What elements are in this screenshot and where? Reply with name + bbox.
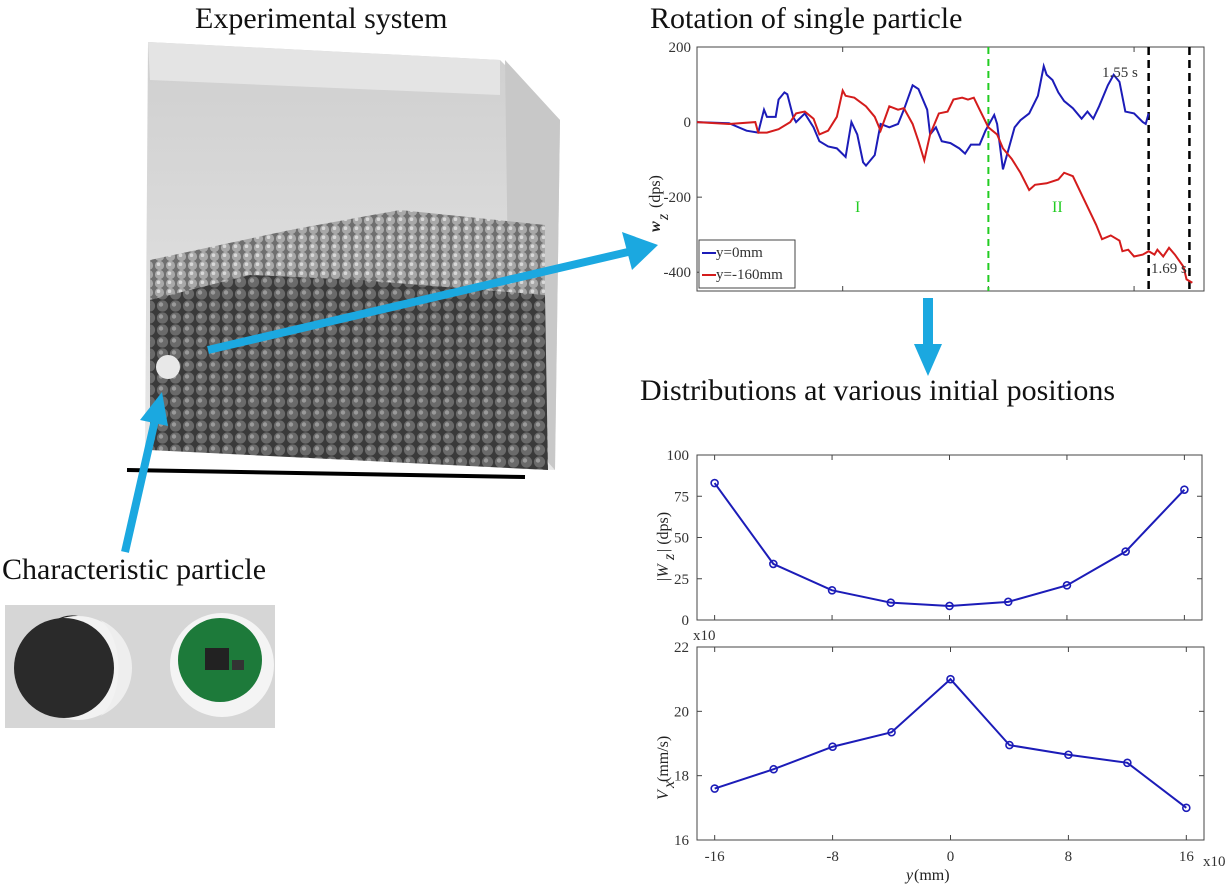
phase-i-label: I — [855, 199, 860, 216]
angular-velocity-chart: |W z | (dps) 100 75 50 25 0 — [655, 448, 1203, 629]
t1-label: 1.55 s — [1102, 65, 1138, 81]
experimental-photo — [126, 42, 560, 479]
data-point — [946, 674, 955, 684]
characteristic-particle-marker — [156, 355, 180, 379]
legend-y-160: y=-160mm — [716, 267, 783, 283]
data-point — [1064, 750, 1073, 760]
ytick-label: 100 — [667, 448, 690, 464]
data-point — [887, 727, 896, 737]
arrow-to-particle — [121, 392, 168, 553]
series-y0mm-line — [696, 62, 1150, 170]
ytick-label: 50 — [674, 531, 689, 547]
xtick-label: 0 — [947, 849, 955, 865]
vx-ylabel-unit: (mm/s) — [655, 736, 672, 782]
legend-y0: y=0mm — [716, 245, 763, 261]
data-point — [1180, 485, 1189, 494]
wz-ylabel-sub: z — [661, 553, 678, 561]
ytick-label: 22 — [674, 640, 689, 656]
data-point — [710, 478, 719, 488]
vx-ylabel-main: V — [655, 788, 672, 800]
ytick-label: 0 — [684, 115, 692, 131]
ytick-label: -400 — [664, 265, 692, 281]
ytick-label: 75 — [674, 489, 689, 505]
velocity-chart: V x (mm/s) x10 x10 y (mm) 22 20 18 16 -16 -8 0… — [655, 628, 1226, 884]
data-point — [1121, 547, 1130, 556]
xlabel-main: y — [904, 867, 914, 884]
particle-photo — [5, 605, 275, 728]
characteristic-particle-title: Characteristic particle — [2, 553, 267, 586]
distributions-title: Distributions at various initial positio… — [640, 374, 1115, 407]
t2-label: 1.69 s — [1151, 261, 1187, 277]
y-multiplier: x10 — [693, 628, 716, 644]
ytick-label: 18 — [674, 769, 689, 785]
experimental-system-title: Experimental system — [195, 2, 448, 35]
data-point — [1182, 803, 1191, 813]
xtick-label: 16 — [1179, 849, 1195, 865]
ytick-label: -200 — [664, 190, 692, 206]
xtick-label: -8 — [826, 849, 839, 865]
series-line — [713, 482, 1186, 607]
x-multiplier: x10 — [1203, 854, 1226, 870]
rotation-title: Rotation of single particle — [650, 2, 963, 35]
data-point — [945, 601, 954, 611]
data-point — [827, 585, 837, 595]
data-point — [1003, 597, 1013, 607]
xtick-label: 8 — [1065, 849, 1073, 865]
rotation-ylabel-sub: z — [655, 213, 672, 221]
series-y-160mm-line — [696, 87, 1193, 284]
wz-ylabel-main: |W — [655, 563, 672, 582]
data-point — [886, 598, 896, 607]
data-point — [1062, 581, 1072, 590]
wz-ylabel-unit: | (dps) — [655, 512, 672, 552]
rotation-ylabel-main: w — [647, 221, 664, 232]
base-line — [126, 468, 526, 479]
series-line — [714, 677, 1187, 809]
legend: y=0mm y=-160mm — [698, 239, 796, 289]
rotation-ylabel-unit: (dps) — [647, 175, 664, 208]
data-point — [1123, 758, 1132, 768]
arrow-to-rotation — [207, 232, 658, 354]
ytick-label: 0 — [682, 613, 690, 629]
arrow-to-distributions — [914, 298, 942, 376]
ytick-label: 25 — [674, 572, 689, 588]
data-point — [769, 764, 778, 774]
wz-plot-frame — [696, 454, 1203, 621]
ytick-label: 20 — [674, 704, 689, 720]
phase-ii-label: II — [1052, 199, 1063, 216]
xtick-label: -16 — [705, 849, 725, 865]
ytick-label: 16 — [674, 833, 690, 849]
data-point — [769, 559, 778, 569]
xlabel-unit: (mm) — [914, 867, 950, 884]
ytick-label: 200 — [669, 40, 692, 56]
data-point — [1005, 740, 1014, 750]
data-point — [710, 784, 719, 793]
vx-ylabel-sub: x — [661, 781, 678, 789]
data-point — [828, 742, 837, 752]
rotation-chart: w z (dps) 200 0 -200 -400 I II 1.55 s 1.69 … — [647, 40, 1205, 292]
